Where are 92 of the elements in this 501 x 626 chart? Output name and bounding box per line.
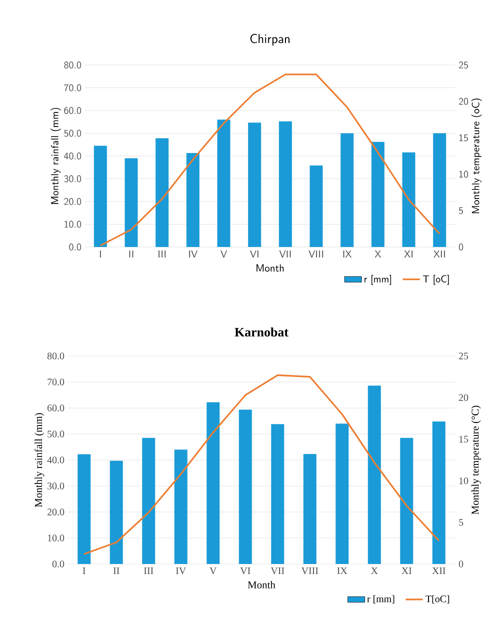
y-axis-title: Monthly rainfall (mm) [34, 413, 44, 508]
x-tick-label: VI [250, 250, 258, 258]
y-tick-label: 40.0 [64, 152, 82, 160]
x-tick-label: VII [270, 568, 284, 574]
x-tick-label: III [158, 250, 166, 258]
chart-title: Karnobat [234, 327, 288, 337]
y-tick-label: 0.0 [52, 560, 64, 568]
y-tick-label: 50.0 [64, 130, 82, 137]
x-tick-label: XI [404, 250, 413, 258]
bar [78, 454, 91, 564]
bar [271, 424, 284, 564]
y2-tick-label: 25 [458, 62, 468, 68]
bar [402, 152, 416, 248]
bar [248, 122, 262, 248]
y-tick-label: 20.0 [64, 198, 82, 205]
x-tick-label: II [113, 568, 120, 574]
x-tick-label: VIII [301, 568, 318, 574]
x-axis-title: Month [256, 264, 284, 272]
legend-label: T[oC] [426, 595, 450, 604]
bar [310, 166, 323, 248]
line-series [100, 74, 440, 246]
y2-tick-label: 20 [458, 394, 468, 401]
y2-tick-label: 5 [458, 207, 463, 214]
y2-tick-label: 25 [458, 352, 468, 360]
bar [124, 158, 138, 248]
y-tick-label: 20.0 [47, 508, 64, 516]
y2-axis-title: Monthly temperature (oC) [471, 98, 482, 214]
bar [206, 402, 220, 564]
bar [174, 450, 188, 564]
x-tick-label: XII [432, 568, 446, 574]
x-tick-label: IV [176, 568, 186, 574]
bar [368, 386, 381, 564]
bar [94, 146, 107, 248]
y2-tick-label: 15 [459, 436, 468, 443]
y2-axis-title: Monthly temperature (°C) [471, 406, 481, 514]
x-axis-title: Month [248, 581, 276, 588]
x-tick-label: VIII [308, 250, 324, 258]
y-tick-label: 50.0 [48, 430, 64, 438]
x-tick-label: IX [337, 568, 348, 574]
bar [156, 138, 169, 248]
y2-tick-label: 20 [458, 98, 468, 105]
line-series [83, 374, 440, 555]
y-tick-label: 70.0 [48, 378, 64, 386]
bar [432, 422, 446, 564]
y-tick-label: 10.0 [48, 534, 64, 542]
x-tick-label: V [210, 568, 217, 574]
y-tick-label: 0.0 [69, 244, 82, 250]
y2-tick-label: 0 [458, 244, 464, 250]
y2-tick-label: 10 [459, 170, 468, 178]
bar [186, 153, 200, 248]
x-tick-label: IX [343, 250, 352, 258]
bar [217, 120, 230, 248]
x-tick-label: X [374, 250, 382, 258]
y2-tick-label: 15 [459, 134, 468, 142]
y-tick-label: 80.0 [64, 62, 82, 68]
legend-label: r [mm] [367, 595, 394, 604]
y-tick-label: 60.0 [64, 107, 82, 114]
y-tick-label: 30.0 [48, 482, 64, 490]
x-tick-label: II [129, 250, 134, 258]
bar [433, 133, 446, 248]
y2-tick-label: 5 [459, 519, 464, 526]
y-tick-label: 10.0 [64, 220, 82, 228]
bar [238, 410, 252, 564]
y-tick-label: 70.0 [64, 84, 82, 92]
x-tick-label: XII [434, 250, 445, 258]
bar [142, 438, 156, 564]
x-tick-label: I [82, 568, 86, 574]
y-tick-label: 40.0 [47, 456, 64, 464]
y-tick-label: 30.0 [64, 175, 82, 182]
x-tick-label: III [144, 568, 154, 574]
x-tick-label: IV [189, 250, 198, 258]
y-tick-label: 60.0 [47, 404, 64, 412]
x-tick-label: XI [402, 568, 412, 574]
y2-tick-label: 10 [459, 477, 468, 484]
x-tick-label: VI [240, 568, 250, 574]
bar [400, 438, 414, 564]
bar [303, 454, 316, 564]
y2-tick-label: 0 [458, 560, 464, 568]
y-tick-label: 80.0 [47, 352, 64, 360]
x-tick-label: X [371, 568, 378, 574]
x-tick-label: V [220, 250, 227, 258]
chart-title: Chirpan [250, 34, 290, 46]
bar [278, 121, 292, 248]
x-tick-label: I [100, 250, 101, 258]
bar [340, 133, 354, 248]
legend-label: T [oC] [422, 274, 449, 285]
x-tick-label: VII [279, 250, 291, 258]
legend-label: r [mm] [364, 274, 392, 285]
bar [371, 142, 384, 248]
bar [336, 424, 349, 564]
bar [110, 460, 123, 564]
y-axis-title: Monthly rainfall (mm) [50, 108, 61, 204]
